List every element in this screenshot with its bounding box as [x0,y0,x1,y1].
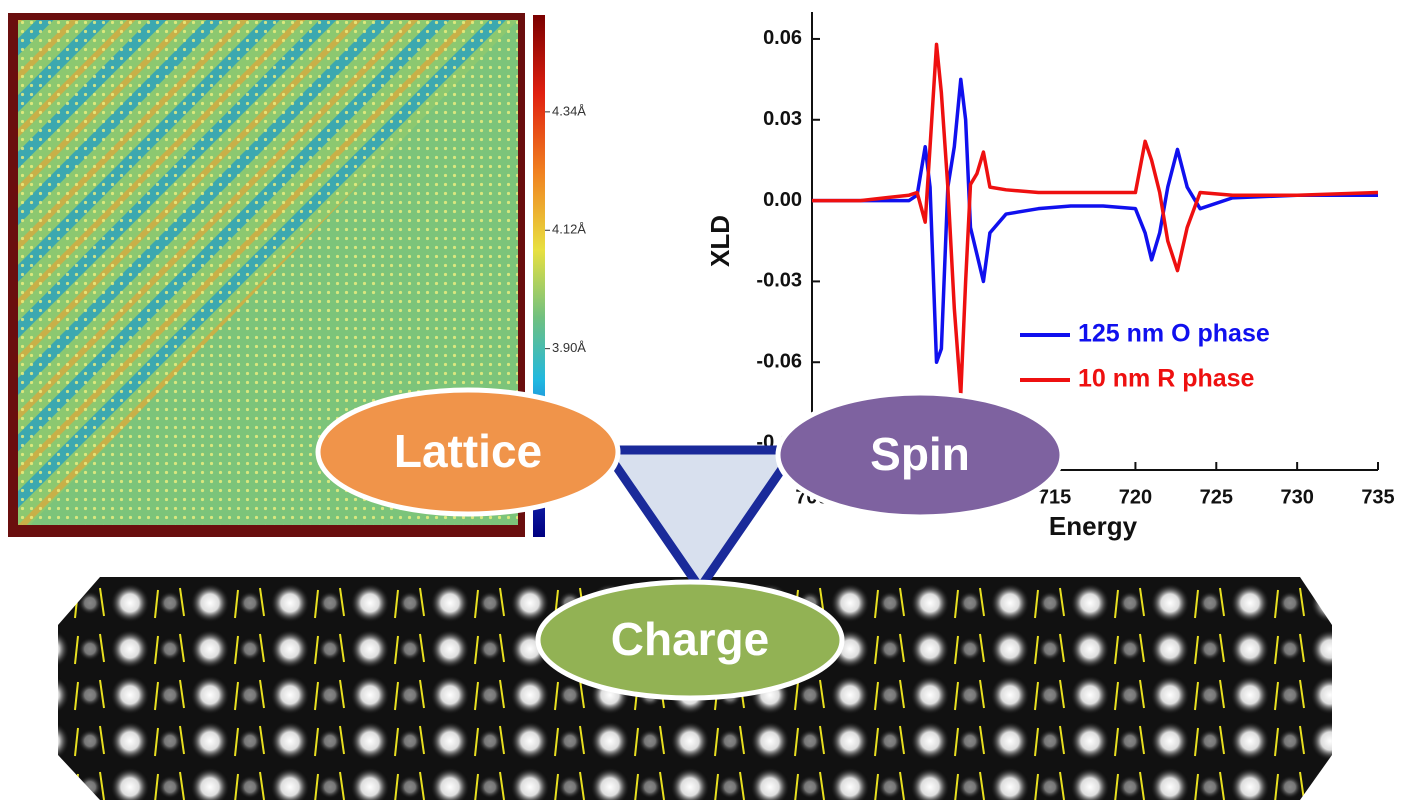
y-tick-label: 0.03 [763,108,802,130]
colorbar-label: 3.90Å [552,340,586,355]
legend-label: 10 nm R phase [1078,365,1255,393]
y-tick-label: -0.06 [756,351,802,373]
y-tick-label: -0.03 [756,270,802,292]
legend-label: 125 nm O phase [1078,320,1270,348]
y-tick-label: 0.00 [763,189,802,211]
colorbar-label: 4.12Å [552,222,586,237]
spin-node: Spin [775,390,1065,520]
x-tick-label: 720 [1119,486,1152,508]
node-label: Lattice [394,425,542,477]
colorbar-label: 4.34Å [552,103,586,118]
x-tick-label: 735 [1361,486,1394,508]
x-tick-label: 715 [1038,486,1071,508]
series-line [812,77,1378,364]
lattice-node: Lattice [315,387,621,517]
node-label: Spin [870,428,970,480]
charge-node: Charge [535,579,845,701]
triangle [600,445,800,593]
series-line [812,42,1379,397]
colorbar-ticks: 4.34Å 4.12Å 3.90Å [545,103,586,355]
x-tick-label: 730 [1280,486,1313,508]
x-tick-label: 725 [1200,486,1233,508]
y-tick-label: 0.06 [763,27,802,49]
x-axis-label: Energy [1049,511,1138,541]
node-label: Charge [611,613,769,665]
y-axis-label: XLD [705,215,735,267]
